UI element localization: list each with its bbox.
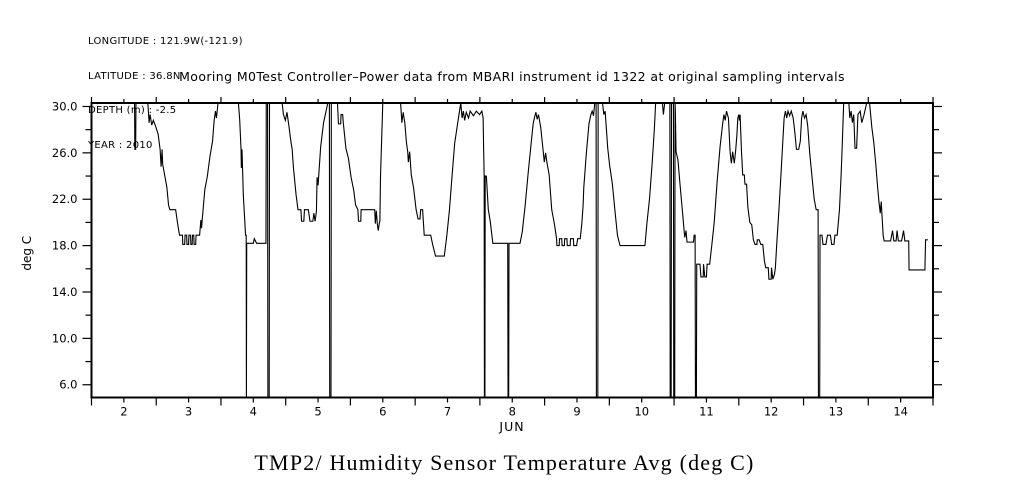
chart-title: Mooring M0Test Controller–Power data fro…: [179, 69, 845, 84]
y-tick-label: 6.0: [59, 378, 77, 392]
x-axis-title: JUN: [499, 419, 525, 434]
y-tick-label: 30.0: [52, 99, 78, 113]
year-label: YEAR : 2010: [88, 139, 153, 151]
x-tick-label: 5: [314, 405, 321, 419]
y-tick-label: 26.0: [52, 146, 78, 160]
x-tick-label: 14: [893, 405, 908, 419]
y-tick-label: 18.0: [52, 239, 78, 253]
x-tick-label: 9: [573, 405, 580, 419]
x-tick-label: 12: [764, 405, 779, 419]
x-tick-label: 2: [120, 405, 127, 419]
temperature-curve: [123, 102, 928, 399]
x-tick-label: 6: [379, 405, 386, 419]
longitude-label: LONGITUDE : 121.9W(-121.9): [88, 36, 243, 47]
x-tick-label: 11: [699, 405, 714, 419]
x-tick-label: 8: [509, 405, 516, 419]
footer-title: TMP2/ Humidity Sensor Temperature Avg (d…: [254, 450, 755, 475]
x-tick-label: 10: [634, 405, 649, 419]
y-tick-label: 22.0: [52, 192, 78, 206]
y-axis-title: deg C: [20, 236, 34, 271]
y-tick-label: 14.0: [52, 285, 78, 299]
x-tick-label: 4: [250, 405, 257, 419]
latitude-label: LATITUDE : 36.8N: [88, 70, 181, 82]
plot-frame: [90, 102, 934, 399]
x-tick-label: 13: [829, 405, 844, 419]
x-tick-label: 3: [185, 405, 192, 419]
x-tick-label: 7: [444, 405, 451, 419]
y-tick-label: 10.0: [52, 331, 78, 345]
